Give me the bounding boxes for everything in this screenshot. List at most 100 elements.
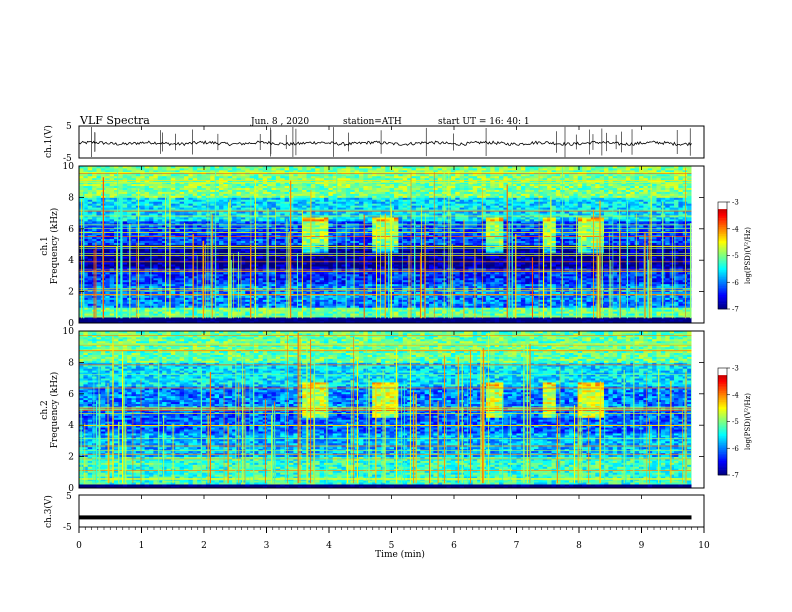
spectrogram-cell <box>249 273 255 277</box>
spectrogram-cell <box>534 317 539 320</box>
spectrogram-cell <box>665 281 671 285</box>
spectrogram-cell <box>385 271 391 275</box>
spectrogram-cell <box>407 285 412 289</box>
spectrogram-cell <box>166 271 172 275</box>
spectrogram-cell <box>485 291 491 294</box>
spectrogram-cell <box>219 268 224 271</box>
spectrogram-cell <box>639 309 644 312</box>
spectrogram-cell <box>83 313 89 316</box>
spectrogram-cell <box>280 297 286 300</box>
spectrogram-cell <box>157 266 163 269</box>
spectrogram-cell <box>179 268 185 271</box>
spectrogram-cell <box>262 303 268 306</box>
spectrogram-cell <box>433 311 439 314</box>
spectrogram-cell <box>205 299 211 302</box>
spectrogram-cell <box>402 321 408 324</box>
spectrogram-cell <box>394 275 399 279</box>
spectrogram-cell <box>551 321 557 324</box>
spectrogram-cell <box>643 313 649 316</box>
spectrogram-cell <box>240 281 246 285</box>
spectrogram-cell <box>354 321 360 324</box>
spectrogram-cell <box>376 305 382 308</box>
spectrogram-cell <box>586 297 592 300</box>
spectrogram-cell <box>455 281 461 285</box>
spectrogram-cell <box>131 321 137 324</box>
spectrogram-cell <box>555 305 561 308</box>
spectrogram-cell <box>254 279 259 283</box>
spectrogram-cell <box>254 291 259 294</box>
spectrogram-cell <box>131 307 137 310</box>
spectrogram-cell <box>319 301 325 304</box>
spectrogram-cell <box>542 277 548 281</box>
spectrogram-cell <box>555 299 561 302</box>
spectrogram-cell <box>363 277 369 281</box>
spectrogram-cell <box>350 305 356 308</box>
spectrogram-cell <box>328 297 334 300</box>
spectrogram-cell <box>389 295 395 298</box>
spectrogram-cell <box>280 321 286 324</box>
spectrogram-cell <box>503 303 509 306</box>
spectrogram-cell <box>376 313 382 316</box>
spectrogram-cell <box>184 319 189 322</box>
spectrogram-cell <box>144 264 150 267</box>
spectrogram-cell <box>83 285 89 289</box>
spectrogram-cell <box>105 273 111 277</box>
spectrogram-cell <box>678 271 684 275</box>
spectrogram-cell <box>149 281 154 285</box>
spectrogram-cell <box>240 313 246 316</box>
spectrogram-cell <box>114 321 119 324</box>
spectrogram-cell <box>402 303 408 306</box>
spectrogram-cell <box>402 264 408 267</box>
spectrogram-cell <box>245 321 251 324</box>
spectrogram-cell <box>297 307 303 310</box>
spectrogram-cell <box>205 264 211 267</box>
spectrogram-cell <box>569 295 574 298</box>
spectrogram-cell <box>652 297 657 300</box>
spectrogram-cell <box>363 313 369 316</box>
spectrogram-cell <box>96 317 102 320</box>
spectrogram-cell <box>639 311 644 314</box>
spectrogram-cell <box>674 281 679 285</box>
spectrogram-cell <box>293 317 299 320</box>
spectrogram-cell <box>332 273 338 277</box>
spectrogram-cell <box>240 275 246 279</box>
spectrogram-cell <box>429 279 434 283</box>
spectrogram-cell <box>455 277 461 281</box>
spectrogram-cell <box>153 266 159 269</box>
spectrogram-cell <box>179 291 185 294</box>
spectrogram-cell <box>573 277 579 281</box>
spectrogram-cell <box>569 283 574 287</box>
spectrogram-cell <box>192 279 198 283</box>
spectrogram-cell <box>634 295 640 298</box>
spectrogram-cell <box>595 321 601 324</box>
spectrogram-cell <box>621 309 627 312</box>
spectrogram-cell <box>647 264 653 267</box>
spectrogram-cell <box>188 321 194 324</box>
spectrogram-cell <box>551 285 557 289</box>
spectrogram-cell <box>214 303 220 306</box>
spectrogram-cell <box>424 303 430 306</box>
spectrogram-cell <box>385 305 391 308</box>
spectrogram-cell <box>223 291 229 294</box>
spectrogram-cell <box>420 281 426 285</box>
spectrogram-cell <box>96 285 102 289</box>
spectrogram-cell <box>503 321 509 324</box>
spectrogram-cell <box>656 281 662 285</box>
spectrogram-cell <box>643 264 649 267</box>
spectrogram-cell <box>232 291 237 294</box>
spectrogram-cell <box>144 311 150 314</box>
spectrogram-cell <box>551 305 557 308</box>
spectrogram-cell <box>197 264 202 267</box>
spectrogram-cell <box>490 268 496 271</box>
spectrogram-cell <box>122 305 128 308</box>
spectrogram-cell <box>324 299 329 302</box>
spectrogram-cell <box>223 317 229 320</box>
spectrogram-cell <box>328 317 334 320</box>
spectrogram-cell <box>179 319 185 322</box>
spectrogram-cell <box>678 273 684 277</box>
spectrogram-cell <box>109 275 115 279</box>
spectrogram-cell <box>297 275 303 279</box>
spectrogram-cell <box>652 301 657 304</box>
spectrogram-cell <box>157 317 163 320</box>
spectrogram-cell <box>555 319 561 322</box>
